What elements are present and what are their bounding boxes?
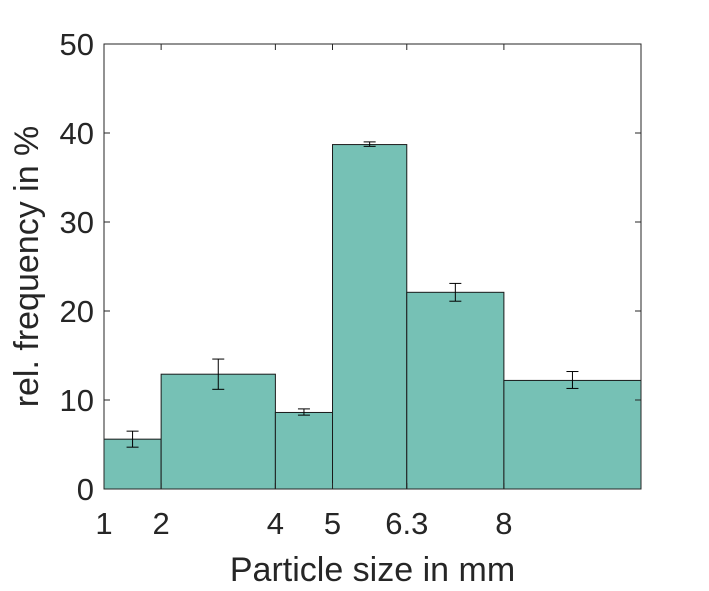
y-axis-title: rel. frequency in % bbox=[8, 126, 46, 408]
error-bar-0 bbox=[126, 430, 139, 448]
x-tick-label: 4 bbox=[267, 506, 284, 541]
y-tick-label: 30 bbox=[60, 205, 94, 240]
bar-3 bbox=[332, 144, 408, 490]
y-tick-label: 50 bbox=[60, 27, 94, 62]
y-tick-label: 10 bbox=[60, 383, 94, 418]
bar-4 bbox=[406, 291, 505, 490]
error-bar-1 bbox=[212, 358, 225, 390]
error-bars-layer bbox=[126, 141, 579, 448]
plot-frame bbox=[103, 43, 642, 490]
x-axis-title: Particle size in mm bbox=[230, 551, 515, 589]
y-tick-label: 20 bbox=[60, 294, 94, 329]
y-tick-labels: 0 10 20 30 40 50 bbox=[60, 27, 94, 507]
y-tick-label: 40 bbox=[60, 116, 94, 151]
bar-2 bbox=[274, 411, 334, 490]
x-tick-label: 5 bbox=[324, 506, 341, 541]
ticks-layer bbox=[103, 43, 641, 490]
error-bar-3 bbox=[363, 141, 376, 147]
bar-5 bbox=[503, 379, 642, 490]
x-tick-label: 8 bbox=[495, 506, 512, 541]
bars-layer bbox=[103, 144, 642, 490]
x-tick-label: 6.3 bbox=[385, 506, 428, 541]
error-bar-2 bbox=[297, 408, 310, 416]
y-tick-label: 0 bbox=[77, 472, 94, 507]
bar-1 bbox=[160, 373, 276, 490]
x-tick-label: 2 bbox=[153, 506, 170, 541]
error-bar-4 bbox=[449, 282, 462, 302]
x-tick-label: 1 bbox=[95, 506, 112, 541]
error-bar-5 bbox=[566, 371, 579, 389]
x-tick-labels: 1 2 4 5 6.3 8 bbox=[95, 506, 512, 541]
